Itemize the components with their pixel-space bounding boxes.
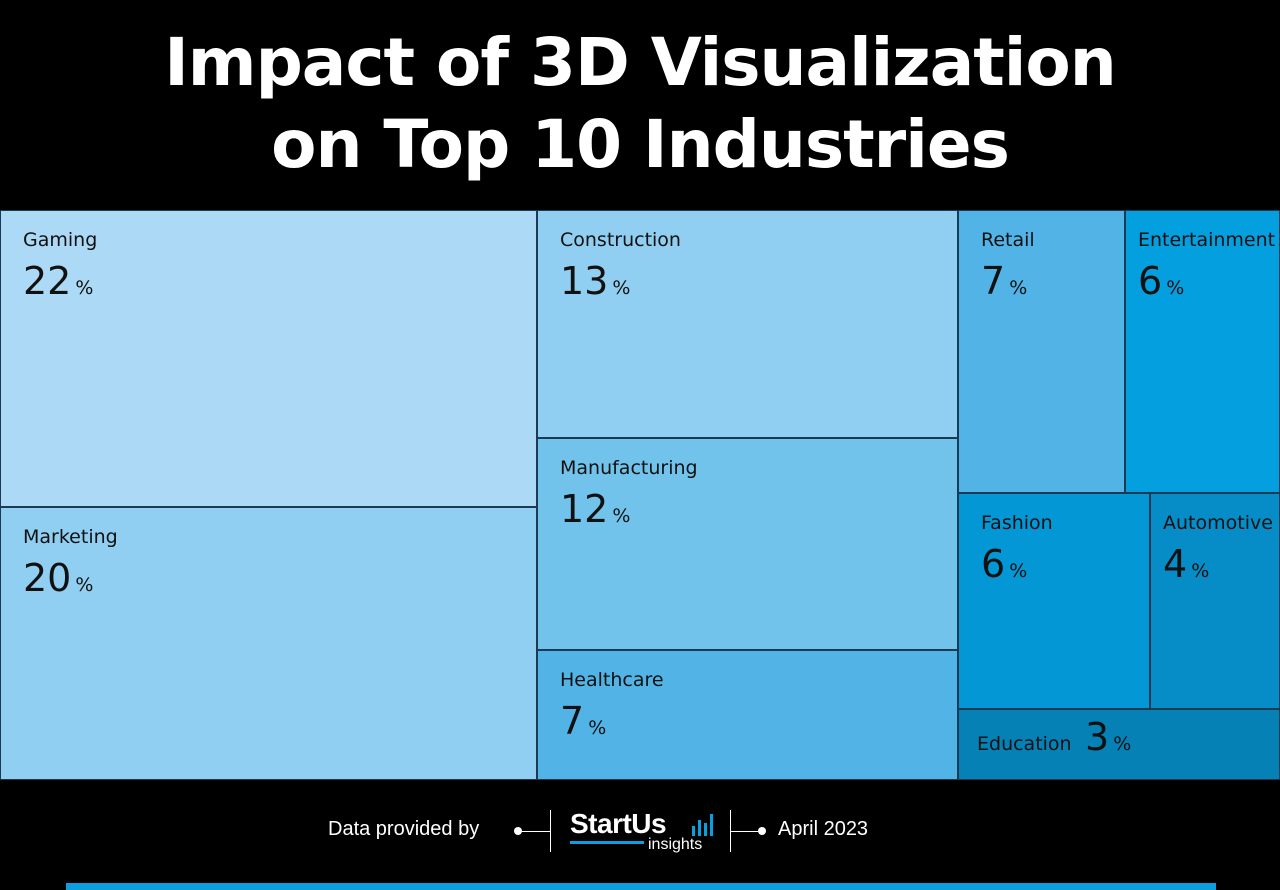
- chart-title: Impact of 3D Visualization on Top 10 Ind…: [0, 22, 1280, 186]
- tile-value-unit: %: [612, 505, 631, 527]
- connector-line-right: [731, 831, 759, 832]
- tile-label-gaming: Gaming: [23, 229, 98, 251]
- tile-value-construction: 13%: [560, 259, 630, 303]
- connector-dot-right: [758, 827, 766, 835]
- chart-title-line-1: Impact of 3D Visualization: [164, 24, 1117, 101]
- tile-value-unit: %: [75, 277, 94, 299]
- startus-insights-logo: StartUs insights: [566, 806, 716, 856]
- bottom-accent-bar: [66, 883, 1216, 890]
- tile-label-construction: Construction: [560, 229, 681, 251]
- tile-value-unit: %: [1113, 733, 1132, 755]
- tile-label-retail: Retail: [981, 229, 1035, 251]
- tile-label-fashion: Fashion: [981, 512, 1053, 534]
- tile-value-retail: 7%: [981, 259, 1027, 303]
- treemap-chart: Gaming 22% Marketing 20% Construction 13% Manu…: [0, 210, 1280, 780]
- tile-value-entertainment: 6%: [1138, 259, 1184, 303]
- footer: Data provided by StartUs insights April …: [0, 800, 1280, 860]
- tile-label-education: Education: [977, 733, 1072, 755]
- tile-construction: Construction 13%: [537, 210, 958, 438]
- tile-value-marketing: 20%: [23, 556, 93, 600]
- tile-education: Education 3%: [958, 709, 1280, 780]
- tile-value-number: 7: [560, 699, 585, 743]
- tile-label-healthcare: Healthcare: [560, 669, 664, 691]
- tile-value-automotive: 4%: [1163, 542, 1209, 586]
- tile-value-education: 3%: [1085, 715, 1131, 759]
- tile-entertainment: Entertainment 6%: [1125, 210, 1280, 493]
- tile-value-number: 6: [1138, 259, 1163, 303]
- tile-fashion: Fashion 6%: [958, 493, 1150, 709]
- tile-value-unit: %: [588, 717, 607, 739]
- tile-value-unit: %: [75, 574, 94, 596]
- tile-healthcare: Healthcare 7%: [537, 650, 958, 780]
- divider-right: [730, 810, 731, 852]
- tile-value-fashion: 6%: [981, 542, 1027, 586]
- tile-value-unit: %: [612, 277, 631, 299]
- tile-value-number: 7: [981, 259, 1006, 303]
- tile-value-unit: %: [1191, 560, 1210, 582]
- tile-value-unit: %: [1009, 560, 1028, 582]
- tile-retail: Retail 7%: [958, 210, 1125, 493]
- tile-value-number: 3: [1085, 715, 1110, 759]
- bar-chart-icon: [692, 814, 713, 836]
- tile-label-automotive: Automotive: [1163, 512, 1273, 534]
- tile-value-number: 22: [23, 259, 72, 303]
- divider-left: [550, 810, 551, 852]
- tile-marketing: Marketing 20%: [0, 507, 537, 780]
- tile-value-number: 13: [560, 259, 609, 303]
- tile-value-manufacturing: 12%: [560, 487, 630, 531]
- tile-label-manufacturing: Manufacturing: [560, 457, 698, 479]
- tile-gaming: Gaming 22%: [0, 210, 537, 507]
- logo-brand-text: StartUs: [570, 808, 667, 839]
- tile-value-number: 4: [1163, 542, 1188, 586]
- connector-line-left: [520, 831, 550, 832]
- tile-manufacturing: Manufacturing 12%: [537, 438, 958, 650]
- tile-value-gaming: 22%: [23, 259, 93, 303]
- tile-label-marketing: Marketing: [23, 526, 118, 548]
- tile-automotive: Automotive 4%: [1150, 493, 1280, 709]
- tile-value-number: 12: [560, 487, 609, 531]
- tile-value-number: 6: [981, 542, 1006, 586]
- tile-label-entertainment: Entertainment: [1138, 229, 1276, 251]
- connector-dot-left: [514, 827, 522, 835]
- data-provided-label: Data provided by: [328, 818, 480, 840]
- date-label: April 2023: [778, 818, 869, 840]
- tile-value-unit: %: [1009, 277, 1028, 299]
- logo-underline: [570, 841, 644, 844]
- chart-title-line-2: on Top 10 Industries: [271, 106, 1010, 183]
- tile-value-number: 20: [23, 556, 72, 600]
- logo-sub-text: insights: [648, 836, 703, 853]
- tile-value-healthcare: 7%: [560, 699, 606, 743]
- tile-value-unit: %: [1166, 277, 1185, 299]
